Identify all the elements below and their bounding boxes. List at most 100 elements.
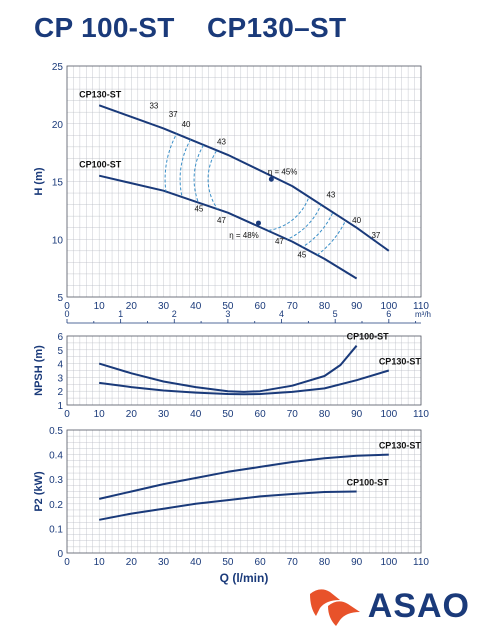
x-tick-label: 70 <box>287 301 299 312</box>
secondary-axis-tick-label: 2 <box>172 309 177 319</box>
best-efficiency-point <box>255 220 261 226</box>
x-tick-label: 50 <box>222 557 234 568</box>
x-tick-label: 80 <box>319 301 331 312</box>
plot-frame <box>66 65 422 298</box>
x-tick-label: 90 <box>351 557 363 568</box>
series-label: CP100-ST <box>347 332 390 342</box>
series-line-cp130-st <box>98 104 390 252</box>
y-axis-label: NPSH (m) <box>33 345 45 396</box>
y-tick-label: 6 <box>57 332 63 343</box>
y-tick-label: 0.3 <box>49 475 63 486</box>
x-axis-label: Q (l/min) <box>220 571 269 585</box>
x-tick-label: 70 <box>287 409 299 420</box>
y-tick-label: 4 <box>57 360 63 371</box>
y-tick-label: 0.1 <box>49 524 63 535</box>
y-tick-label: 2 <box>57 387 63 398</box>
efficiency-label: 45 <box>194 205 203 214</box>
efficiency-label: 37 <box>169 110 178 119</box>
x-tick-label: 30 <box>158 301 170 312</box>
series-line-cp100-st <box>98 345 358 393</box>
x-tick-label: 110 <box>413 409 429 420</box>
x-tick-label: 10 <box>94 557 106 568</box>
y-axis-label: P2 (kW) <box>33 471 45 512</box>
series-line-cp130-st <box>98 453 389 500</box>
x-tick-label: 100 <box>380 301 397 312</box>
asao-logo-icon <box>309 589 360 626</box>
series-line-cp100-st <box>99 490 357 521</box>
y-tick-label: 5 <box>57 293 63 304</box>
y-tick-label: 15 <box>52 178 64 189</box>
page-title: CP 100-ST CP130–ST <box>34 12 347 43</box>
x-tick-label: 80 <box>319 409 331 420</box>
efficiency-label: 45 <box>297 251 306 260</box>
x-tick-label: 30 <box>158 409 170 420</box>
efficiency-label: 33 <box>149 102 158 111</box>
x-tick-label: 60 <box>255 301 267 312</box>
y-tick-label: 25 <box>52 62 64 73</box>
x-tick-label: 10 <box>94 301 106 312</box>
x-tick-label: 70 <box>287 557 299 568</box>
x-tick-label: 20 <box>126 557 138 568</box>
x-tick-label: 40 <box>190 301 202 312</box>
x-tick-label: 50 <box>222 409 234 420</box>
brand-logo: ASAO <box>306 586 470 626</box>
x-tick-label: 90 <box>351 301 363 312</box>
x-tick-label: 110 <box>413 301 429 312</box>
brand-name: ASAO <box>367 586 470 625</box>
x-tick-label: 20 <box>126 301 138 312</box>
x-tick-label: 40 <box>190 557 202 568</box>
x-tick-label: 60 <box>255 409 267 420</box>
x-tick-label: 110 <box>413 557 429 568</box>
efficiency-label: 40 <box>182 120 191 129</box>
y-tick-label: 10 <box>52 235 64 246</box>
series-line-cp100-st <box>98 174 358 280</box>
x-tick-label: 0 <box>64 409 70 420</box>
secondary-axis-unit: m³/h <box>415 310 431 319</box>
series-label: CP130-ST <box>379 357 422 367</box>
y-tick-label: 0.4 <box>49 451 63 462</box>
series-line-cp130-st <box>99 369 390 396</box>
efficiency-label: 47 <box>275 237 284 246</box>
y-axis-label: H (m) <box>33 167 45 195</box>
plot-frame <box>66 429 422 554</box>
series-label: CP100-ST <box>79 160 122 170</box>
secondary-axis-tick-label: 3 <box>225 309 230 319</box>
x-tick-label: 90 <box>351 409 363 420</box>
x-tick-label: 60 <box>255 557 267 568</box>
x-tick-label: 80 <box>319 557 331 568</box>
plot-frame <box>66 335 422 406</box>
efficiency-label: 47 <box>217 216 226 225</box>
y-tick-label: 0.2 <box>49 500 63 511</box>
secondary-axis-tick-label: 1 <box>118 309 123 319</box>
y-tick-label: 0.5 <box>49 426 63 437</box>
x-tick-label: 50 <box>222 301 234 312</box>
best-efficiency-point <box>268 176 274 182</box>
series-label: CP130-ST <box>79 89 122 99</box>
x-tick-label: 30 <box>158 557 170 568</box>
secondary-axis-tick-label: 5 <box>333 309 338 319</box>
y-tick-label: 20 <box>52 120 64 131</box>
x-tick-label: 0 <box>64 557 70 568</box>
efficiency-label: η = 45% <box>268 168 298 177</box>
efficiency-label: 43 <box>326 191 335 200</box>
secondary-axis-tick-label: 0 <box>64 309 69 319</box>
efficiency-label: 43 <box>217 138 226 147</box>
y-tick-label: 5 <box>57 346 63 357</box>
series-label: CP100-ST <box>347 478 390 488</box>
efficiency-label: 37 <box>371 231 380 240</box>
x-tick-label: 100 <box>380 557 397 568</box>
x-tick-label: 40 <box>190 409 202 420</box>
x-tick-label: 20 <box>126 409 138 420</box>
secondary-axis-tick-label: 4 <box>279 309 284 319</box>
x-tick-label: 0 <box>64 301 70 312</box>
y-tick-label: 3 <box>57 373 63 384</box>
y-tick-label: 0 <box>57 549 63 560</box>
x-tick-label: 100 <box>380 409 397 420</box>
series-label: CP130-ST <box>379 441 422 451</box>
x-tick-label: 10 <box>94 409 106 420</box>
efficiency-label: 40 <box>352 216 361 225</box>
secondary-axis-tick-label: 6 <box>386 309 391 319</box>
y-tick-label: 1 <box>57 401 63 412</box>
efficiency-label: η = 48% <box>229 231 259 240</box>
